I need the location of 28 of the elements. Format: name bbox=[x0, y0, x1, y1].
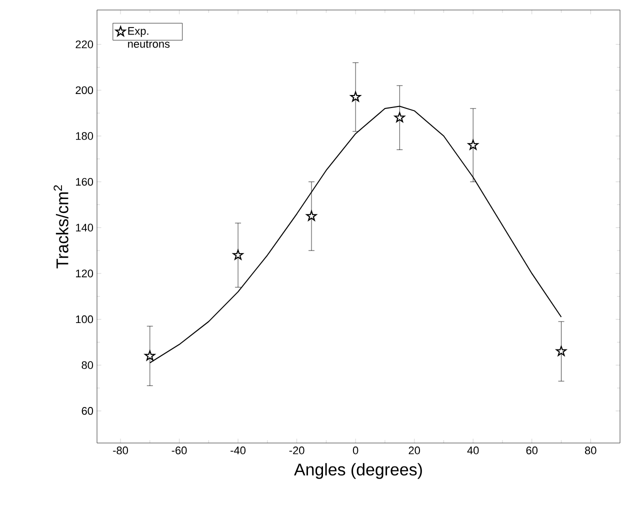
y-tick-label: 200 bbox=[76, 86, 94, 94]
point bbox=[306, 210, 317, 221]
point bbox=[468, 140, 478, 150]
legend-label: Exp. neutrons bbox=[128, 27, 170, 48]
y-tick-label: 140 bbox=[76, 224, 94, 232]
y-tick-label: 80 bbox=[82, 361, 94, 369]
y-tick-label: 220 bbox=[76, 40, 94, 48]
point bbox=[144, 350, 156, 361]
x-tick-label: 20 bbox=[408, 446, 420, 454]
x-tick-label: -80 bbox=[113, 446, 128, 454]
point bbox=[556, 346, 567, 356]
y-tick-label: 100 bbox=[76, 315, 94, 324]
point bbox=[394, 112, 405, 122]
x-axis-title: Angles (degrees) bbox=[294, 463, 422, 479]
x-tick-label: 80 bbox=[585, 446, 596, 454]
x-tick-label: 40 bbox=[467, 446, 479, 454]
y-tick-label: 160 bbox=[76, 178, 94, 186]
x-tick-label: 0 bbox=[352, 446, 358, 454]
y-tick-label: 60 bbox=[82, 407, 94, 415]
point bbox=[350, 92, 361, 102]
x-tick-label: -60 bbox=[172, 446, 187, 454]
y-tick-label: 120 bbox=[76, 270, 94, 278]
y-axis-title: Tracks/cm$^{2}$ bbox=[54, 185, 68, 268]
x-tick-label: 60 bbox=[526, 446, 538, 454]
y-tick-label: 180 bbox=[76, 132, 94, 140]
x-tick-label: -40 bbox=[230, 446, 246, 454]
point bbox=[232, 250, 244, 260]
x-tick-label: -20 bbox=[289, 446, 304, 454]
